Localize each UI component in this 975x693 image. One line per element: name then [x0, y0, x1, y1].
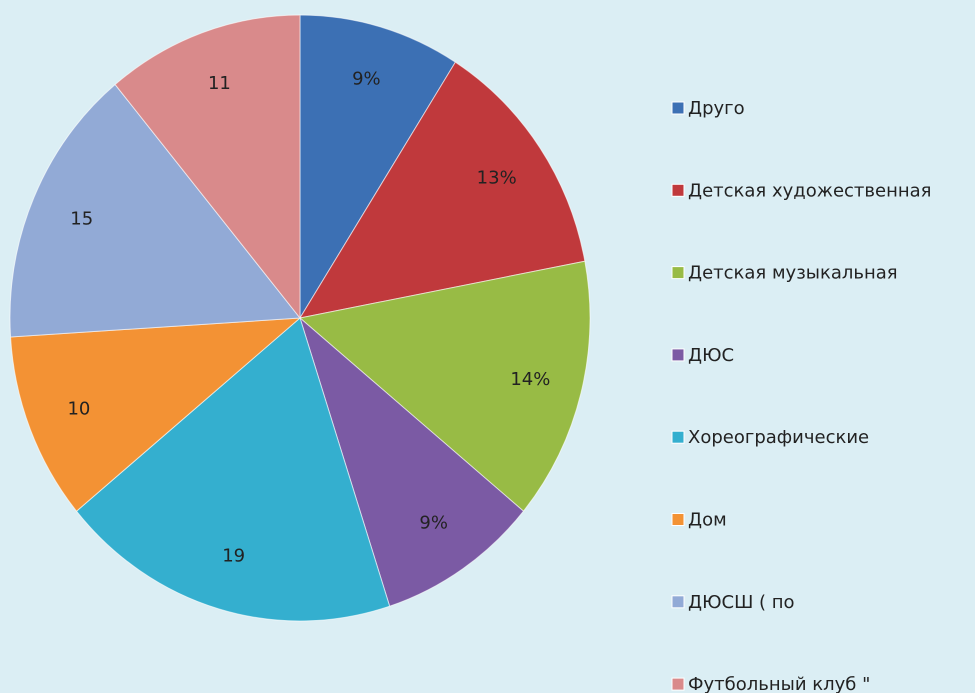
legend-label: ДЮС: [688, 345, 734, 366]
data-label: 15: [70, 208, 93, 229]
legend-label: Детская художественная: [688, 180, 931, 201]
legend-swatch: [671, 266, 685, 280]
data-label: 10: [67, 398, 90, 419]
data-label: 19: [222, 546, 245, 567]
pie-slice: [114, 14, 301, 320]
pie-slice: [298, 260, 591, 512]
pie-slice: [299, 14, 457, 320]
pie-slice: [9, 83, 301, 338]
data-label: 14%: [510, 369, 550, 390]
legend-swatch: [671, 430, 685, 444]
legend-swatch: [671, 348, 685, 362]
pie-slice: [10, 317, 302, 512]
legend-swatch: [671, 513, 685, 526]
legend-swatch: [671, 595, 685, 609]
data-label: 9%: [352, 68, 381, 89]
legend-label: Детская музыкальная: [688, 263, 898, 284]
legend-swatch: [671, 101, 685, 115]
data-label: 11: [208, 73, 231, 94]
legend-label: Хореографические: [688, 427, 869, 448]
legend-label: Дом: [688, 510, 727, 531]
data-label: 9%: [419, 512, 448, 533]
pie-slice: [299, 316, 525, 607]
legend-swatch: [671, 677, 685, 691]
legend-label: Футбольный клуб ": [688, 674, 870, 693]
legend-label: ДЮСШ ( по: [688, 592, 795, 613]
data-label: 13%: [477, 167, 517, 188]
legend-swatch: [671, 183, 685, 197]
pie-slice: [298, 61, 586, 319]
pie-slice: [75, 317, 391, 622]
legend-label: Друго: [688, 98, 745, 119]
